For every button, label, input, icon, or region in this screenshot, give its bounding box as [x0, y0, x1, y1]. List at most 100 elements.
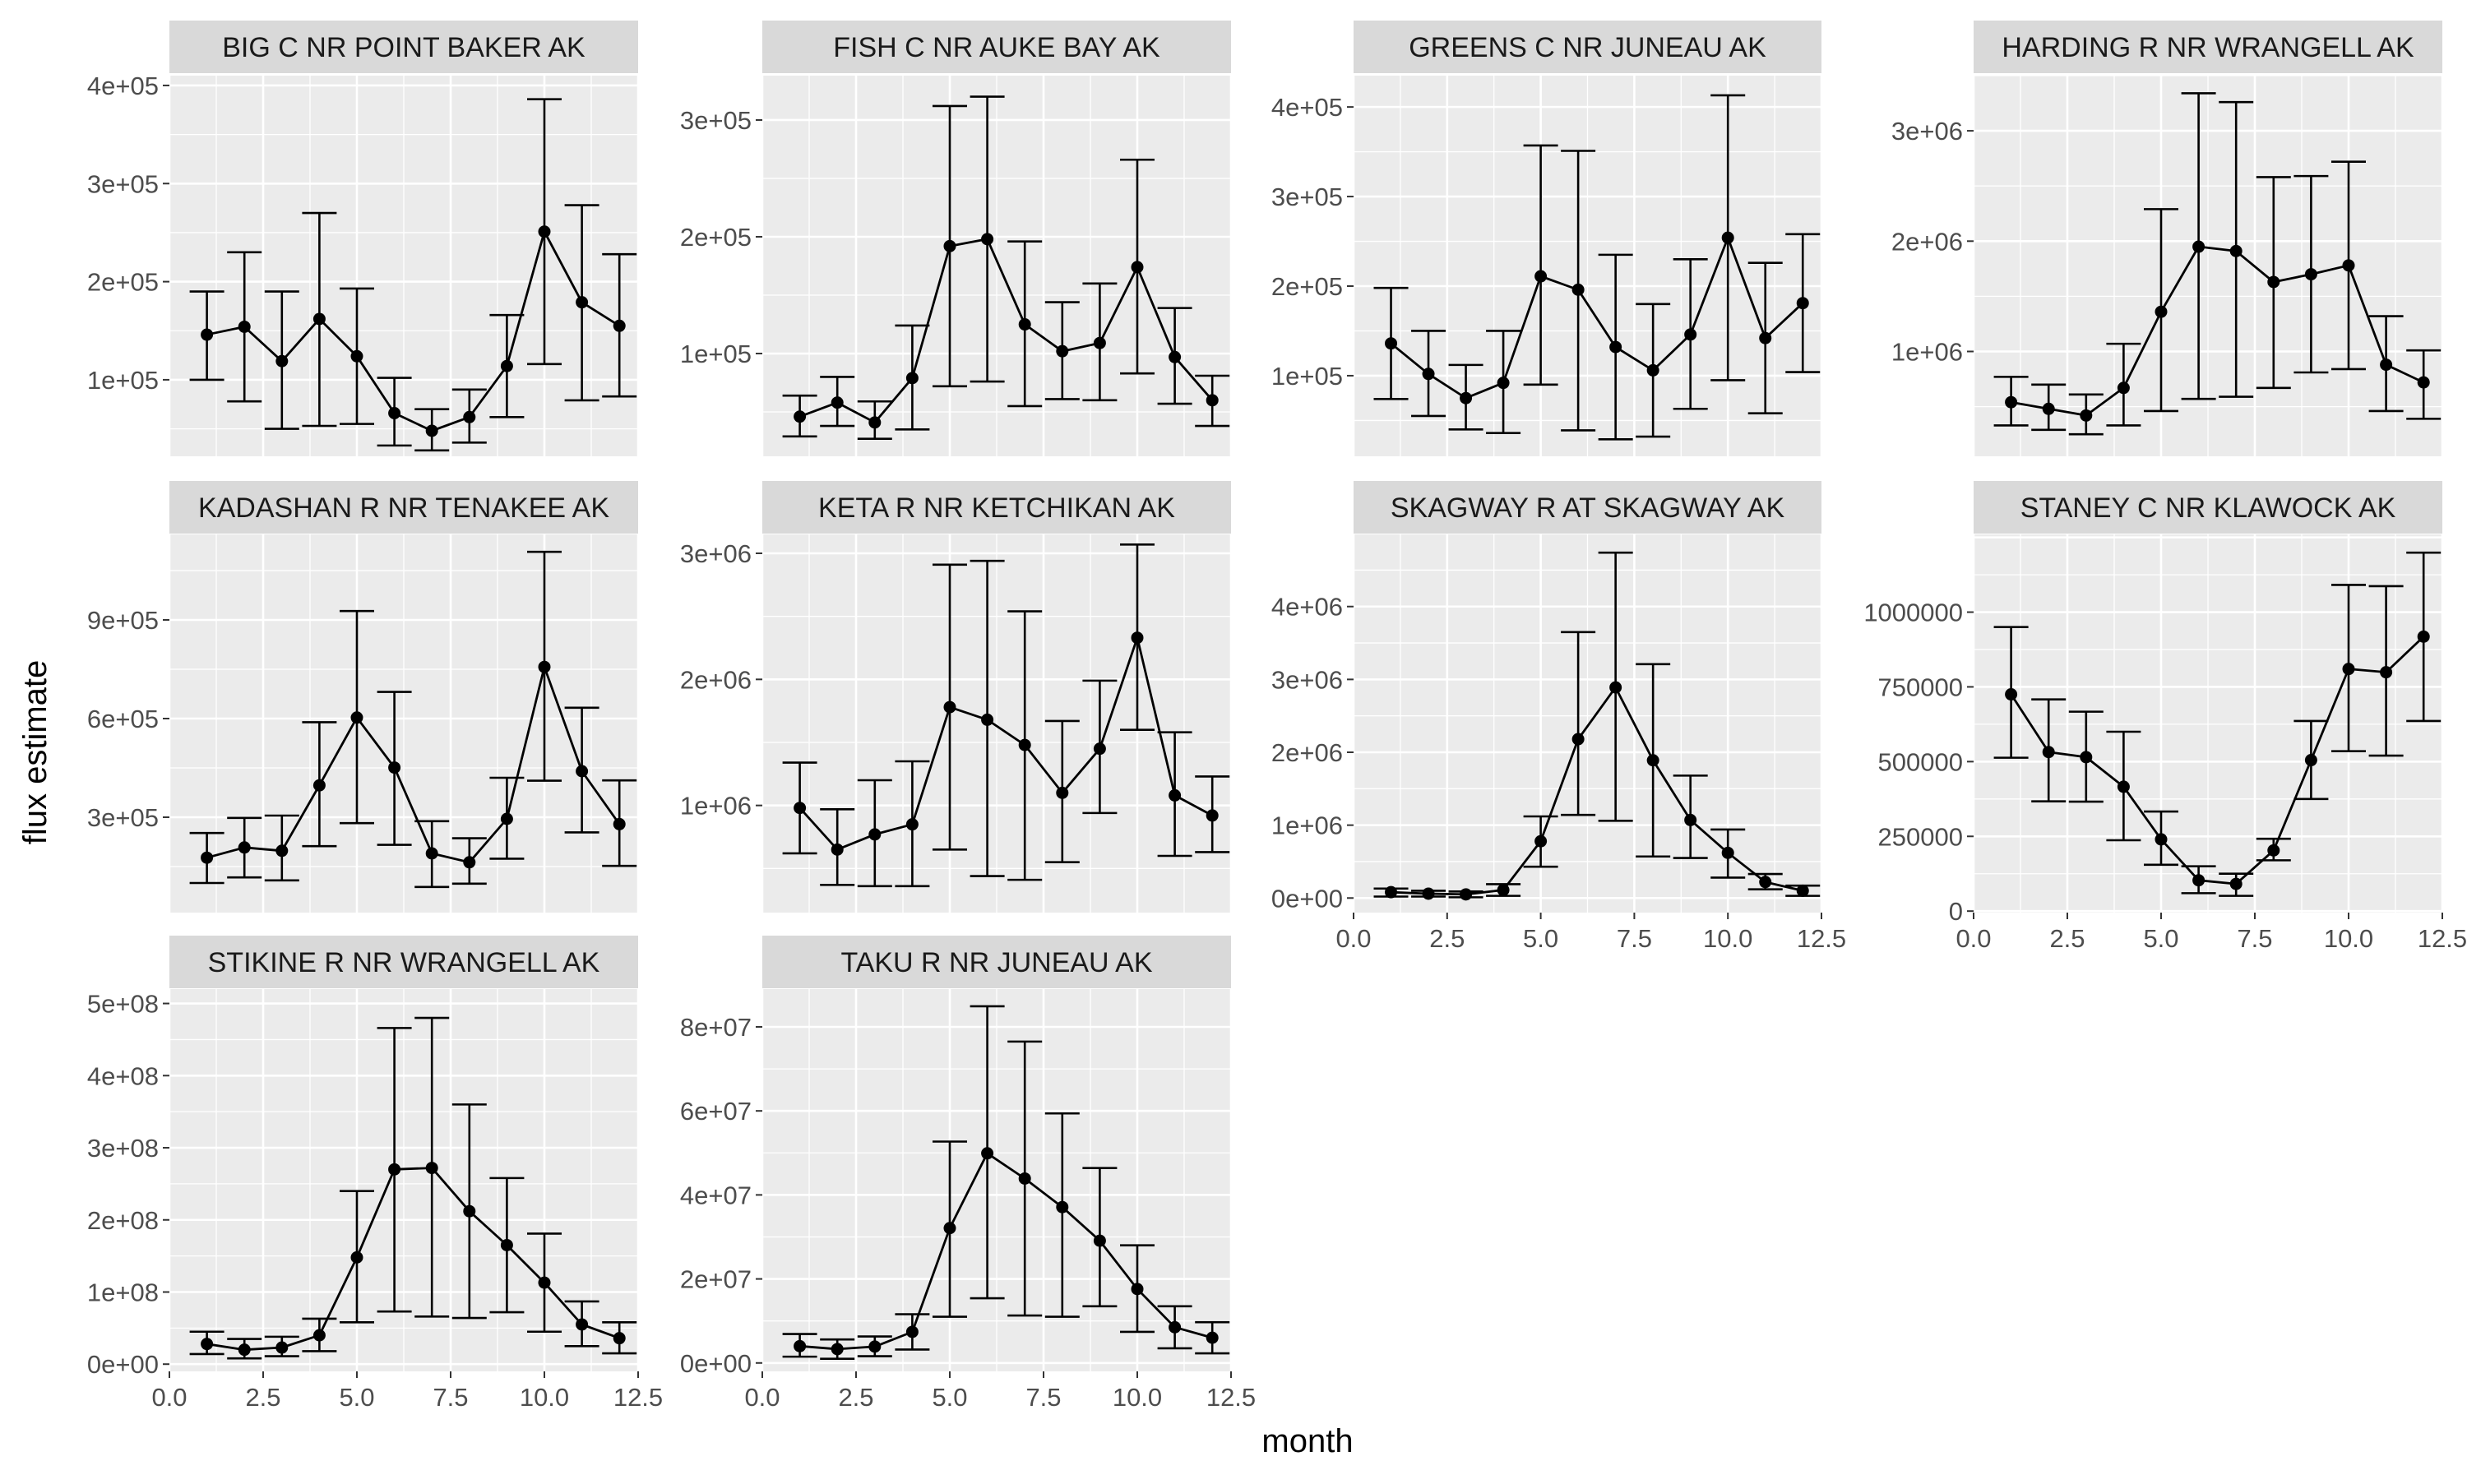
y-tick-label: 0e+00 — [680, 1349, 752, 1378]
y-tick-label: 1e+06 — [1891, 338, 1963, 367]
data-point — [2342, 259, 2355, 272]
data-point — [275, 354, 289, 368]
y-tick-label: 250000 — [1878, 822, 1963, 851]
facet-panel: STANEY C NR KLAWOCK AK 0 250000 500000 75000… — [1863, 481, 2467, 953]
y-tick-label: 2e+05 — [1271, 272, 1343, 301]
data-point — [1721, 846, 1734, 859]
facet-panel: KETA R NR KETCHIKAN AK 1e+06 2e+06 3e+06 — [680, 481, 1233, 913]
data-point — [500, 359, 513, 372]
facet-panel: SKAGWAY R AT SKAGWAY AK 0e+00 1e+06 2e+06 3e… — [1271, 481, 1846, 953]
data-point — [943, 239, 956, 252]
data-point — [2042, 402, 2055, 415]
data-point — [1018, 738, 1031, 751]
x-tick-label: 7.5 — [2237, 924, 2272, 953]
data-point — [350, 349, 363, 363]
x-axis-title: month — [1261, 1423, 1353, 1459]
data-point — [463, 1204, 476, 1218]
data-point — [2380, 666, 2393, 679]
data-point — [2229, 877, 2243, 890]
data-point — [1169, 350, 1182, 363]
data-point — [500, 812, 513, 825]
y-tick-label: 3e+06 — [1271, 665, 1343, 694]
data-point — [538, 660, 551, 673]
x-tick-label: 2.5 — [2049, 924, 2085, 953]
y-tick-label: 1e+08 — [87, 1278, 159, 1306]
data-point — [576, 765, 589, 778]
y-tick-label: 2e+05 — [87, 268, 159, 297]
data-point — [1721, 231, 1734, 244]
data-point — [1131, 261, 1144, 274]
data-point — [2380, 358, 2393, 372]
data-point — [1385, 337, 1398, 350]
y-tick-label: 3e+05 — [1271, 183, 1343, 211]
data-point — [1534, 270, 1548, 283]
facet-strip — [169, 936, 638, 988]
data-point — [1385, 885, 1398, 899]
facet-strip-title: KADASHAN R NR TENAKEE AK — [198, 492, 609, 524]
y-tick-label: 2e+06 — [1891, 227, 1963, 256]
y-tick-label: 6e+07 — [680, 1097, 752, 1126]
facet-strip — [169, 21, 638, 73]
data-point — [576, 296, 589, 309]
data-point — [905, 1325, 919, 1338]
data-point — [2117, 381, 2130, 395]
x-tick-label: 5.0 — [1523, 924, 1558, 953]
facet-panel: HARDING R NR WRANGELL AK 1e+06 2e+06 3e+06 — [1891, 21, 2444, 456]
data-point — [1646, 754, 1659, 767]
data-point — [794, 1339, 807, 1352]
data-point — [831, 396, 844, 409]
data-point — [2417, 376, 2430, 389]
facet-strip-title: FISH C NR AUKE BAY AK — [833, 32, 1160, 63]
data-point — [388, 1163, 401, 1176]
y-axis-title: flux estimate — [17, 660, 53, 845]
data-point — [1093, 336, 1106, 349]
facet-strip-title: GREENS C NR JUNEAU AK — [1409, 32, 1766, 63]
data-point — [201, 851, 214, 864]
data-point — [943, 700, 956, 714]
data-point — [613, 1332, 626, 1345]
data-point — [1609, 340, 1622, 354]
data-point — [1056, 786, 1069, 799]
data-point — [201, 328, 214, 341]
y-tick-label: 4e+05 — [1271, 93, 1343, 122]
data-point — [1759, 331, 1772, 344]
facet-strip — [1974, 21, 2442, 73]
data-point — [1422, 368, 1435, 381]
data-point — [1684, 328, 1697, 341]
data-point — [538, 1276, 551, 1289]
data-point — [2042, 746, 2055, 759]
y-tick-label: 4e+08 — [87, 1061, 159, 1090]
data-point — [613, 319, 626, 332]
y-tick-label: 3e+05 — [87, 169, 159, 198]
data-point — [2192, 874, 2205, 887]
y-tick-label: 4e+06 — [1271, 593, 1343, 622]
facet-strip-title: HARDING R NR WRANGELL AK — [2002, 32, 2414, 63]
series-line — [1391, 686, 1803, 896]
series-line — [2011, 245, 2424, 417]
data-point — [1534, 834, 1548, 848]
x-tick-label: 10.0 — [1113, 1383, 1162, 1412]
data-point — [1497, 377, 1510, 390]
x-tick-label: 2.5 — [245, 1383, 280, 1412]
y-tick-label: 3e+06 — [1891, 117, 1963, 146]
facet-strip — [1974, 481, 2442, 534]
y-tick-label: 3e+05 — [680, 106, 752, 135]
y-tick-label: 0e+00 — [1271, 884, 1343, 913]
data-point — [312, 1329, 326, 1342]
x-tick-label: 2.5 — [1429, 924, 1465, 953]
data-point — [1646, 363, 1659, 377]
y-tick-label: 1e+06 — [1271, 811, 1343, 840]
error-bar — [1561, 631, 1596, 816]
series-line — [206, 1167, 620, 1352]
series-line — [799, 1152, 1213, 1351]
series-line — [206, 665, 621, 864]
data-point — [2005, 395, 2018, 409]
data-point — [1169, 1320, 1182, 1334]
data-point — [238, 320, 251, 333]
facet-strip-title: STANEY C NR KLAWOCK AK — [2020, 492, 2396, 524]
facet-strip-title: TAKU R NR JUNEAU AK — [840, 947, 1152, 978]
x-tick-label: 2.5 — [838, 1383, 873, 1412]
data-point — [831, 1343, 844, 1356]
y-tick-label: 0 — [1949, 897, 1963, 926]
y-tick-label: 2e+06 — [680, 665, 752, 694]
